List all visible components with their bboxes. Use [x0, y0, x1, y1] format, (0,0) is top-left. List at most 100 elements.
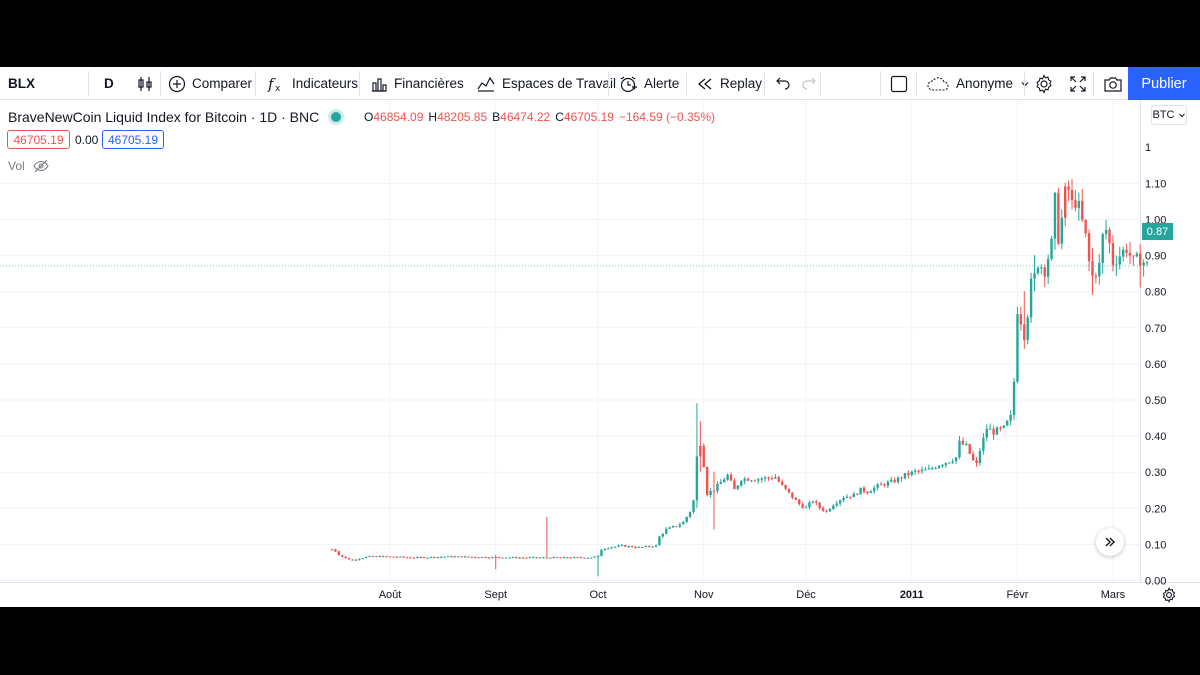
- workspaces-button[interactable]: Espaces de Travail: [468, 67, 624, 100]
- publish-button[interactable]: Publier: [1128, 67, 1200, 100]
- candle-body: [985, 429, 988, 438]
- candle-body: [968, 443, 971, 454]
- candle-body: [992, 428, 995, 435]
- candle-body: [726, 474, 729, 480]
- ask-value: 46705.19: [107, 132, 159, 147]
- candle-body: [712, 490, 716, 492]
- candle-body: [801, 504, 804, 508]
- candle-body: [613, 546, 617, 548]
- candle-body: [692, 500, 695, 512]
- candles-icon: [138, 76, 152, 91]
- volume-label: Vol: [8, 159, 25, 173]
- candle-body: [525, 557, 528, 559]
- toolbar-divider: [880, 71, 881, 96]
- price-tick-label: 0.20: [1145, 503, 1166, 515]
- toolbar-divider: [820, 71, 821, 96]
- candle-body: [545, 557, 549, 559]
- candle-body: [763, 477, 767, 479]
- candle-body: [422, 557, 426, 559]
- eye-off-icon[interactable]: [33, 159, 49, 173]
- candle-body: [1016, 314, 1019, 382]
- alert-button[interactable]: Alerte: [610, 67, 687, 100]
- candle-body: [811, 501, 815, 503]
- price-tick-label: 0.50: [1145, 395, 1166, 407]
- candle-body: [961, 440, 965, 445]
- settings-button[interactable]: [1026, 67, 1062, 100]
- candle-body: [1145, 262, 1149, 264]
- square-layout-icon: [890, 75, 908, 92]
- candle-body: [757, 479, 760, 481]
- candle-body: [927, 468, 930, 470]
- fullscreen-button[interactable]: [1061, 67, 1095, 100]
- candle-body: [869, 491, 873, 494]
- candle-body: [675, 526, 678, 528]
- candle-body: [439, 556, 443, 558]
- symbol-search-button[interactable]: BLX: [0, 67, 88, 100]
- market-status-dot[interactable]: [331, 112, 342, 122]
- price-tick-label: 0.10: [1145, 539, 1166, 551]
- compare-button[interactable]: Comparer: [160, 67, 260, 100]
- candle-body: [1118, 256, 1121, 265]
- redo-button[interactable]: [792, 67, 826, 100]
- candle-body: [347, 558, 351, 560]
- candle-body: [552, 557, 555, 559]
- candle-body: [467, 556, 470, 558]
- candle-body: [416, 557, 419, 559]
- chart-type-button[interactable]: [128, 67, 162, 100]
- currency-scale-button[interactable]: BTC: [1151, 105, 1187, 125]
- candle-body: [590, 557, 593, 559]
- chart-settings-button[interactable]: [1160, 586, 1178, 604]
- candle-body: [723, 479, 726, 483]
- candle-body: [392, 556, 395, 558]
- interval-button[interactable]: D: [96, 67, 122, 100]
- candle-body: [866, 491, 869, 494]
- candle-body: [941, 465, 944, 467]
- candle-body: [501, 557, 504, 559]
- account-button[interactable]: Anonyme: [918, 67, 1039, 100]
- symbol-label: BLX: [8, 76, 35, 91]
- candle-body: [617, 545, 620, 547]
- candle-body: [668, 527, 671, 529]
- candle-body: [1108, 229, 1111, 244]
- cloud-icon: [927, 76, 949, 91]
- candle-body: [910, 471, 913, 475]
- toolbar-divider: [1093, 71, 1094, 96]
- candle-body: [1070, 189, 1074, 201]
- candle-body: [777, 477, 780, 482]
- undo-button[interactable]: [766, 67, 800, 100]
- candle-body: [883, 484, 886, 486]
- scroll-to-realtime-button[interactable]: [1096, 528, 1124, 556]
- candle-body: [627, 546, 630, 548]
- undo-icon: [776, 77, 790, 90]
- candle-body: [760, 478, 763, 480]
- snapshot-button[interactable]: [1095, 67, 1131, 100]
- layout-button[interactable]: [882, 67, 916, 100]
- candle-body: [535, 557, 538, 559]
- candle-body: [610, 547, 613, 549]
- price-axis[interactable]: 0.00 0.10 0.20 0.30 0.40 0.50 0.60 0.70 0.80 0.90…: [1145, 142, 1166, 588]
- financials-button[interactable]: Financières: [362, 67, 472, 100]
- bid-price-box[interactable]: 46705.19: [7, 130, 70, 149]
- ask-price-box[interactable]: 46705.19: [102, 130, 164, 149]
- candle-body: [934, 468, 937, 470]
- candle-body: [443, 556, 446, 558]
- candle-body: [999, 427, 1002, 429]
- candle-body: [641, 547, 644, 549]
- candle-body: [699, 445, 702, 457]
- candle-body: [995, 427, 999, 435]
- replay-button[interactable]: Replay: [688, 67, 770, 100]
- candle-body: [1064, 186, 1067, 218]
- price-chart[interactable]: 0.00 0.10 0.20 0.30 0.40 0.50 0.60 0.70 0.80 0.90…: [0, 100, 1200, 607]
- candle-body: [1057, 192, 1060, 244]
- rewind-icon: [697, 78, 712, 89]
- ohlc-values: O 46854.09 H 48205.85 B 46474.22 C 46705.19 …: [364, 108, 720, 126]
- candle-body: [1094, 275, 1098, 277]
- candle-body: [873, 487, 876, 492]
- candle-body: [767, 477, 770, 479]
- candle-body: [695, 456, 699, 501]
- candle-body: [944, 462, 948, 466]
- open-label: O: [364, 110, 374, 124]
- candle-body: [818, 502, 821, 509]
- time-axis[interactable]: Août Sept Oct Nov Déc 2011 Févr Mars: [379, 589, 1126, 601]
